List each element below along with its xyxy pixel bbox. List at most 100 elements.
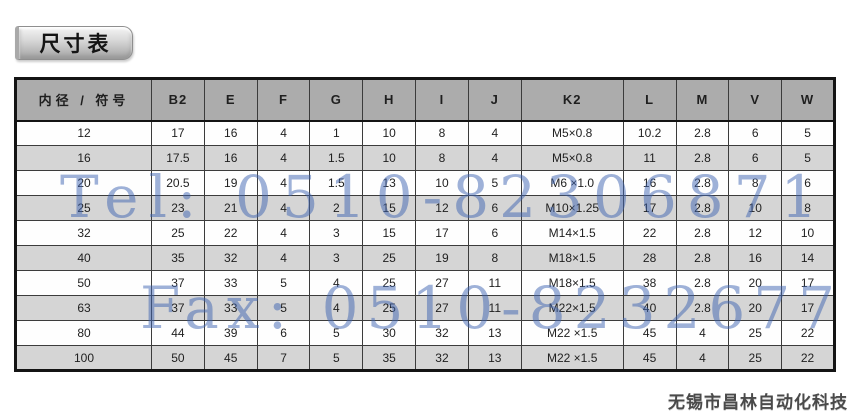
table-cell: 45: [203, 345, 258, 371]
page-title: 尺寸表: [39, 33, 112, 56]
table-cell: 2.8: [675, 245, 730, 271]
table-cell: 19: [415, 245, 469, 271]
table-cell: 20.5: [151, 170, 205, 196]
table-cell: 16: [15, 145, 152, 171]
table-cell: 2.8: [675, 295, 730, 321]
table-cell: 32: [415, 345, 469, 371]
table-cell: 37: [151, 295, 205, 321]
table-cell: 25: [362, 270, 417, 296]
table-cell: 10.2: [622, 120, 677, 146]
table-cell: 21: [203, 195, 258, 221]
table-cell: 25: [362, 295, 417, 321]
table-cell: 1.5: [309, 170, 364, 196]
table-cell: 6: [256, 320, 311, 346]
table-cell: 15: [362, 195, 417, 221]
table-row: 16 17.5 16 4 1.5 10 8 4 M5×0.8 11 2.8 6 5: [15, 145, 835, 171]
column-header: I: [415, 78, 469, 122]
table-cell: M22×1.5: [520, 295, 624, 321]
table-cell: 4: [256, 145, 311, 171]
table-cell: 5: [256, 270, 311, 296]
column-header: G: [309, 78, 364, 122]
table-cell: 44: [151, 320, 205, 346]
table-cell: 16: [203, 120, 258, 146]
table-cell: M18×1.5: [520, 270, 624, 296]
table-cell: 8: [467, 245, 522, 271]
table-cell: 2.8: [675, 170, 730, 196]
table-row: 20 20.5 19 4 1.5 13 10 5 M6 ×1.0 16 2.8 8 6: [15, 170, 835, 196]
table-cell: 25: [728, 320, 783, 346]
table-cell: 33: [203, 270, 258, 296]
table-cell: 40: [15, 245, 152, 271]
table-cell: 50: [15, 270, 152, 296]
table-cell: 33: [203, 295, 258, 321]
table-cell: 80: [15, 320, 152, 346]
dimension-table: 内径 / 符号 B2 E F G H I J K2 L M V W 12 17 16 4 1 10 8 4 M5×0.8…: [14, 77, 836, 372]
table-cell: 10: [415, 170, 469, 196]
table-cell: 4: [675, 320, 730, 346]
table-cell: 2.8: [675, 145, 730, 171]
table-row: 25 23 21 4 2 15 12 6 M10×1.25 17 2.8 10 8: [15, 195, 835, 221]
table-cell: 45: [622, 320, 677, 346]
table-cell: 2: [309, 195, 364, 221]
table-row: 40 35 32 4 3 25 19 8 M18×1.5 28 2.8 16 14: [15, 245, 835, 271]
table-cell: 5: [781, 120, 835, 146]
table-cell: 13: [467, 320, 522, 346]
table-cell: 14: [781, 245, 835, 271]
table-cell: 2.8: [675, 270, 730, 296]
column-header: H: [362, 78, 417, 122]
table-cell: 4: [256, 170, 311, 196]
table-cell: 16: [728, 245, 783, 271]
table-cell: 23: [151, 195, 205, 221]
table-cell: 25: [15, 195, 152, 221]
table-cell: 38: [622, 270, 677, 296]
table-cell: 13: [362, 170, 417, 196]
table-row: 32 25 22 4 3 15 17 6 M14×1.5 22 2.8 12 10: [15, 220, 835, 246]
table-cell: 6: [728, 145, 783, 171]
table-cell: 3: [309, 220, 364, 246]
table-cell: 5: [781, 145, 835, 171]
table-cell: 4: [256, 245, 311, 271]
table-cell: 17: [151, 120, 205, 146]
table-cell: M14×1.5: [520, 220, 624, 246]
table-row: 100 50 45 7 5 35 32 13 M22 ×1.5 45 4 25 22: [15, 345, 835, 371]
table-cell: 17.5: [151, 145, 205, 171]
table-cell: 11: [467, 295, 522, 321]
table-row: 80 44 39 6 5 30 32 13 M22 ×1.5 45 4 25 22: [15, 320, 835, 346]
column-header: W: [781, 78, 835, 122]
table-cell: 6: [728, 120, 783, 146]
table-cell: M5×0.8: [520, 145, 624, 171]
column-header: 内径 / 符号: [15, 78, 152, 122]
table-cell: 25: [362, 245, 417, 271]
table-cell: 1.5: [309, 145, 364, 171]
table-cell: 25: [728, 345, 783, 371]
table-cell: 8: [415, 120, 469, 146]
column-header: K2: [520, 78, 624, 122]
table-cell: 19: [203, 170, 258, 196]
table-cell: 11: [467, 270, 522, 296]
table-cell: 32: [15, 220, 152, 246]
table-cell: 28: [622, 245, 677, 271]
table-head: 内径 / 符号 B2 E F G H I J K2 L M V W: [15, 78, 835, 122]
dimension-table-title-box: 尺寸表: [15, 26, 133, 60]
table-cell: 5: [309, 345, 364, 371]
table-cell: 3: [309, 245, 364, 271]
table-cell: 22: [781, 320, 835, 346]
table-body: 12 17 16 4 1 10 8 4 M5×0.8 10.2 2.8 6 5 16 17.5 16 4 1.5 1…: [15, 120, 835, 371]
table-cell: 5: [309, 320, 364, 346]
column-header: M: [675, 78, 730, 122]
table-cell: 13: [467, 345, 522, 371]
table-cell: 10: [362, 145, 417, 171]
table-cell: 22: [781, 345, 835, 371]
table-cell: 35: [151, 245, 205, 271]
table-cell: 8: [415, 145, 469, 171]
table-cell: M22 ×1.5: [520, 320, 624, 346]
table-cell: 1: [309, 120, 364, 146]
table-cell: 25: [151, 220, 205, 246]
column-header: J: [467, 78, 522, 122]
table-cell: 30: [362, 320, 417, 346]
table-cell: 10: [781, 220, 835, 246]
table-cell: 50: [151, 345, 205, 371]
table-cell: M22 ×1.5: [520, 345, 624, 371]
column-header: L: [622, 78, 677, 122]
